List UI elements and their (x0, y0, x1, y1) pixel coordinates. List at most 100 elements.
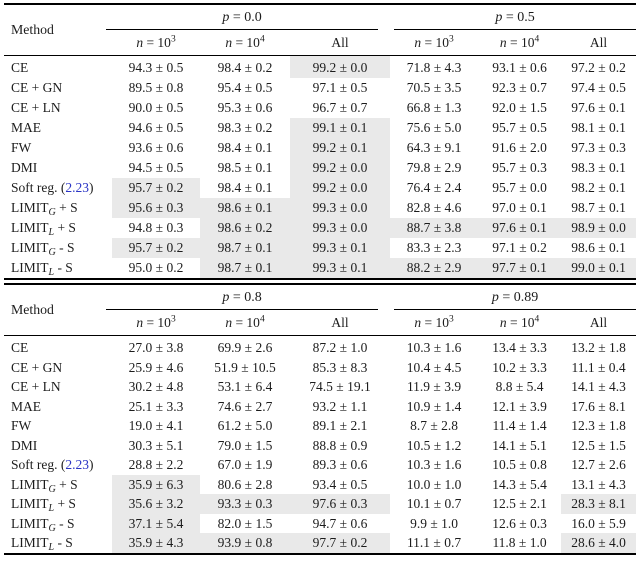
value-cell-highlighted: 88.2 ± 2.9 (390, 258, 479, 279)
value-cell-highlighted: 98.6 ± 0.2 (200, 218, 290, 238)
value-cell: 98.1 ± 0.1 (571, 120, 626, 135)
subcol-header-n1e3: n = 103 (390, 310, 479, 336)
value-cell: 95.7 ± 0.0 (492, 180, 547, 195)
table-row: CE + LN 90.0 ± 0.5 95.3 ± 0.6 96.7 ± 0.7 66.… (4, 98, 636, 118)
value-cell: 10.3 ± 1.6 (406, 457, 462, 472)
method-label: CE + GN (11, 80, 63, 95)
subcol-header-n1e4: n = 104 (478, 310, 562, 336)
results-body: CE 94.3 ± 0.5 98.4 ± 0.2 99.2 ± 0.0 71.8 ± 4… (4, 55, 637, 279)
method-label: CE (11, 340, 29, 355)
value-cell: 79.0 ± 1.5 (217, 437, 273, 453)
method-label: LIMITL + S (11, 496, 76, 514)
value-cell: 13.1 ± 4.3 (571, 476, 626, 492)
value-cell: 93.1 ± 0.6 (492, 60, 547, 75)
method-label: CE (11, 60, 29, 75)
method-subscript: G (48, 207, 56, 218)
value-cell: 25.1 ± 3.3 (128, 398, 184, 414)
value-cell: 51.9 ± 10.5 (214, 359, 276, 375)
subcol-header-n1e3: n = 103 (390, 30, 479, 56)
value-cell-highlighted: 98.7 ± 0.1 (200, 258, 290, 279)
value-cell-highlighted: 99.1 ± 0.1 (290, 118, 391, 138)
value-cell-highlighted: 98.6 ± 0.1 (200, 198, 290, 218)
p-symbol: p (495, 10, 503, 25)
value-cell: 10.4 ± 4.5 (406, 359, 462, 375)
value-cell: 12.1 ± 3.9 (492, 398, 547, 414)
value-cell: 94.8 ± 0.3 (128, 220, 184, 235)
value-cell: 28.8 ± 2.2 (128, 457, 184, 472)
value-cell: 10.0 ± 1.0 (406, 476, 462, 492)
value-cell: 95.7 ± 0.5 (492, 120, 547, 135)
value-cell: 98.4 ± 0.2 (217, 60, 273, 75)
value-cell: 14.3 ± 5.4 (492, 476, 547, 492)
group-header-p08: p = 0.8 (106, 284, 390, 310)
group-header-row: Method p = 0.0 p = 0.5 (4, 4, 637, 56)
p-symbol: p (491, 290, 499, 305)
method-label: LIMITG - S (11, 240, 75, 258)
method-subscript: L (48, 503, 55, 514)
group-header-p089: p = 0.89 (390, 284, 637, 310)
group-label: p = 0.0 (106, 10, 379, 30)
value-cell: 30.2 ± 4.8 (128, 379, 184, 394)
value-cell: 9.9 ± 1.0 (410, 515, 458, 531)
subcol-header-all: All (561, 30, 637, 56)
value-cell-highlighted: 98.7 ± 0.1 (200, 238, 290, 258)
value-cell: 17.6 ± 8.1 (571, 398, 626, 414)
value-cell-highlighted: 35.9 ± 4.3 (112, 533, 200, 554)
value-cell: 14.1 ± 4.3 (571, 379, 626, 394)
value-cell: 19.0 ± 4.1 (128, 418, 184, 433)
method-label: DMI (11, 437, 38, 453)
table-row: LIMITG + S 95.6 ± 0.3 98.6 ± 0.1 99.3 ± 0.0… (4, 198, 636, 218)
group-header-row: Method p = 0.8 p = 0.89 (4, 284, 637, 336)
subcol-header-n1e4: n = 104 (200, 310, 290, 336)
value-cell: 97.1 ± 0.5 (312, 80, 368, 95)
value-cell: 92.3 ± 0.7 (492, 80, 547, 95)
value-cell: 12.6 ± 0.3 (492, 515, 547, 531)
table-row: LIMITL + S 35.6 ± 3.2 93.3 ± 0.3 97.6 ± 0.3… (4, 494, 637, 514)
equation-reference-link[interactable]: 2.23 (65, 180, 89, 195)
value-cell: 11.4 ± 1.4 (492, 418, 547, 433)
value-cell: 92.0 ± 1.5 (492, 100, 547, 115)
value-cell-highlighted: 97.6 ± 0.1 (478, 218, 562, 238)
value-cell: 66.8 ± 1.3 (406, 100, 462, 115)
value-cell-highlighted: 99.3 ± 0.0 (290, 218, 391, 238)
value-cell: 89.1 ± 2.1 (312, 418, 368, 433)
subcol-header-n1e4: n = 104 (200, 30, 290, 56)
table-row: Soft reg. (2.23) 95.7 ± 0.2 98.4 ± 0.1 99.2… (4, 178, 636, 198)
group-header-p05: p = 0.5 (390, 4, 637, 30)
value-cell: 10.3 ± 1.6 (406, 340, 462, 355)
group-label: p = 0.89 (394, 290, 637, 310)
value-cell: 12.3 ± 1.8 (571, 418, 626, 433)
value-cell: 89.5 ± 0.8 (128, 80, 184, 95)
value-cell: 98.5 ± 0.1 (217, 160, 273, 175)
table-row: DMI 94.5 ± 0.5 98.5 ± 0.1 99.2 ± 0.0 79.8 ± … (4, 158, 636, 178)
results-body: CE 27.0 ± 3.8 69.9 ± 2.6 87.2 ± 1.0 10.3 ± 1… (4, 336, 637, 554)
method-label: FW (11, 140, 32, 155)
value-cell: 13.4 ± 3.3 (492, 340, 547, 355)
value-cell: 74.5 ± 19.1 (309, 379, 371, 394)
value-cell: 97.1 ± 0.2 (492, 240, 547, 255)
value-cell: 10.2 ± 3.3 (492, 359, 547, 375)
p-value: = 0.0 (232, 10, 262, 25)
value-cell: 93.4 ± 0.5 (312, 476, 368, 492)
value-cell: 95.4 ± 0.5 (217, 80, 273, 95)
table-row: FW 93.6 ± 0.6 98.4 ± 0.1 99.2 ± 0.1 64.3 ± 9… (4, 138, 636, 158)
method-label: LIMITL - S (11, 260, 73, 278)
subcol-header-all: All (290, 30, 391, 56)
value-cell: 91.6 ± 2.0 (492, 140, 547, 155)
method-label: LIMITL - S (11, 535, 73, 553)
value-cell: 25.9 ± 4.6 (128, 359, 184, 375)
subcol-header-all: All (561, 310, 637, 336)
value-cell: 71.8 ± 4.3 (406, 60, 462, 75)
value-cell-highlighted: 88.7 ± 3.8 (390, 218, 479, 238)
value-cell: 16.0 ± 5.9 (571, 515, 626, 531)
value-cell-highlighted: 99.0 ± 0.1 (561, 258, 637, 279)
subcol-header-all: All (290, 310, 391, 336)
table-row: LIMITL + S 94.8 ± 0.3 98.6 ± 0.2 99.3 ± 0.0… (4, 218, 637, 238)
value-cell: 88.8 ± 0.9 (312, 437, 368, 453)
value-cell: 97.6 ± 0.1 (571, 100, 626, 115)
value-cell: 64.3 ± 9.1 (406, 140, 462, 155)
method-column-header: Method (4, 284, 112, 336)
equation-reference-link[interactable]: 2.23 (65, 457, 89, 472)
table-row: MAE 94.6 ± 0.5 98.3 ± 0.2 99.1 ± 0.1 75.6 ± … (4, 118, 636, 138)
p-symbol: p (222, 10, 230, 25)
